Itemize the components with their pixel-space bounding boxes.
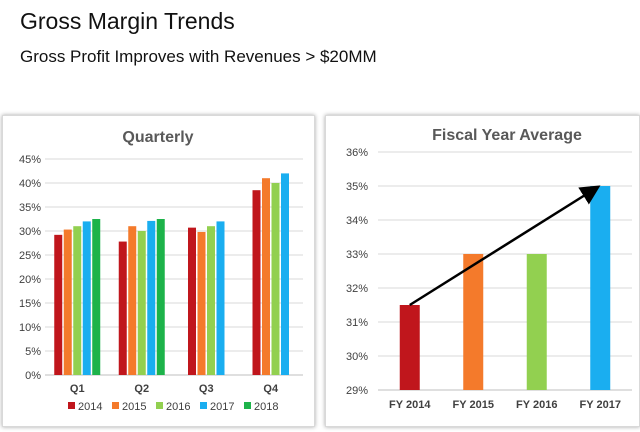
legend-swatch-2014 [68,402,75,409]
y-tick-label: 30% [19,226,41,238]
legend-label-2015: 2015 [122,401,146,413]
bar-2015-q2 [128,226,137,375]
fiscal-year-chart: Fiscal Year Average 29% 30% 31% 32% 33% 34% 35… [346,127,632,411]
bar-2016-q4 [271,183,280,375]
bar-2016-q2 [137,231,146,375]
x-category-label: Q4 [263,383,279,395]
x-category-label: FY 2014 [389,399,431,411]
legend-swatch-2015 [112,402,119,409]
bar-fy-2015 [463,254,484,390]
bar-2014-q2 [118,241,127,375]
bar-2016-q3 [207,226,215,375]
x-category-label: Q3 [199,383,214,395]
bar-2014-q4 [252,190,261,375]
y-tick-label: 0% [25,370,41,382]
y-tick-label: 34% [346,215,368,227]
legend-label-2014: 2014 [78,401,102,413]
bar-2017-q1 [82,221,91,375]
trend-arrow [409,185,601,307]
y-tick-label: 45% [19,154,41,166]
y-tick-label: 36% [346,147,368,159]
bar-2014-q3 [188,227,196,375]
bar-fy-2016 [526,254,547,390]
slide-subtitle: Gross Profit Improves with Revenues > $2… [20,47,377,66]
y-tick-label: 33% [346,249,368,261]
legend-label-2017: 2017 [210,401,234,413]
y-tick-label: 32% [346,283,368,295]
quarterly-chart: Quarterly 0% 5% 10% 15% 20% 25% 30% 35% 40% 45% Q1… [19,129,303,413]
legend-swatch-2018 [244,402,251,409]
slide-title: Gross Margin Trends [20,8,235,34]
x-category-label: FY 2017 [580,399,621,411]
legend-label-2018: 2018 [254,401,278,413]
bar-2017-q2 [147,220,156,375]
x-category-label: Q1 [70,383,85,395]
y-tick-label: 10% [19,322,41,334]
bar-2018-q1 [92,219,101,375]
bar-fy-2017 [590,186,611,390]
bar-2017-q3 [216,221,225,375]
x-category-label: FY 2015 [453,399,494,411]
bar-2015-q1 [63,229,72,375]
fiscal-year-chart-title: Fiscal Year Average [432,127,582,144]
y-tick-label: 31% [346,317,368,329]
y-tick-label: 30% [346,351,368,363]
bar-2014-q1 [54,234,63,375]
bar-2018-q2 [156,219,165,375]
bar-2015-q3 [197,231,206,375]
legend-swatch-2017 [200,402,207,409]
y-tick-label: 5% [25,346,41,358]
x-category-label: FY 2016 [516,399,557,411]
y-tick-label: 35% [346,181,368,193]
bar-fy-2014 [399,305,420,390]
x-category-label: Q2 [134,383,149,395]
y-tick-label: 29% [346,385,368,397]
legend-label-2016: 2016 [166,401,190,413]
quarterly-chart-panel: Quarterly 0% 5% 10% 15% 20% 25% 30% 35% 40% 45% Q1… [2,115,315,427]
fiscal-year-chart-panel: Fiscal Year Average 29% 30% 31% 32% 33% 34% 35… [325,115,640,427]
bar-2017-q4 [281,173,289,375]
y-tick-label: 35% [19,202,41,214]
bar-2015-q4 [262,178,270,375]
y-tick-label: 40% [19,178,41,190]
y-tick-label: 20% [19,274,41,286]
y-tick-label: 15% [19,298,41,310]
y-tick-label: 25% [19,250,41,262]
bar-2016-q1 [73,226,82,375]
quarterly-chart-title: Quarterly [122,129,193,146]
legend-swatch-2016 [156,402,163,409]
